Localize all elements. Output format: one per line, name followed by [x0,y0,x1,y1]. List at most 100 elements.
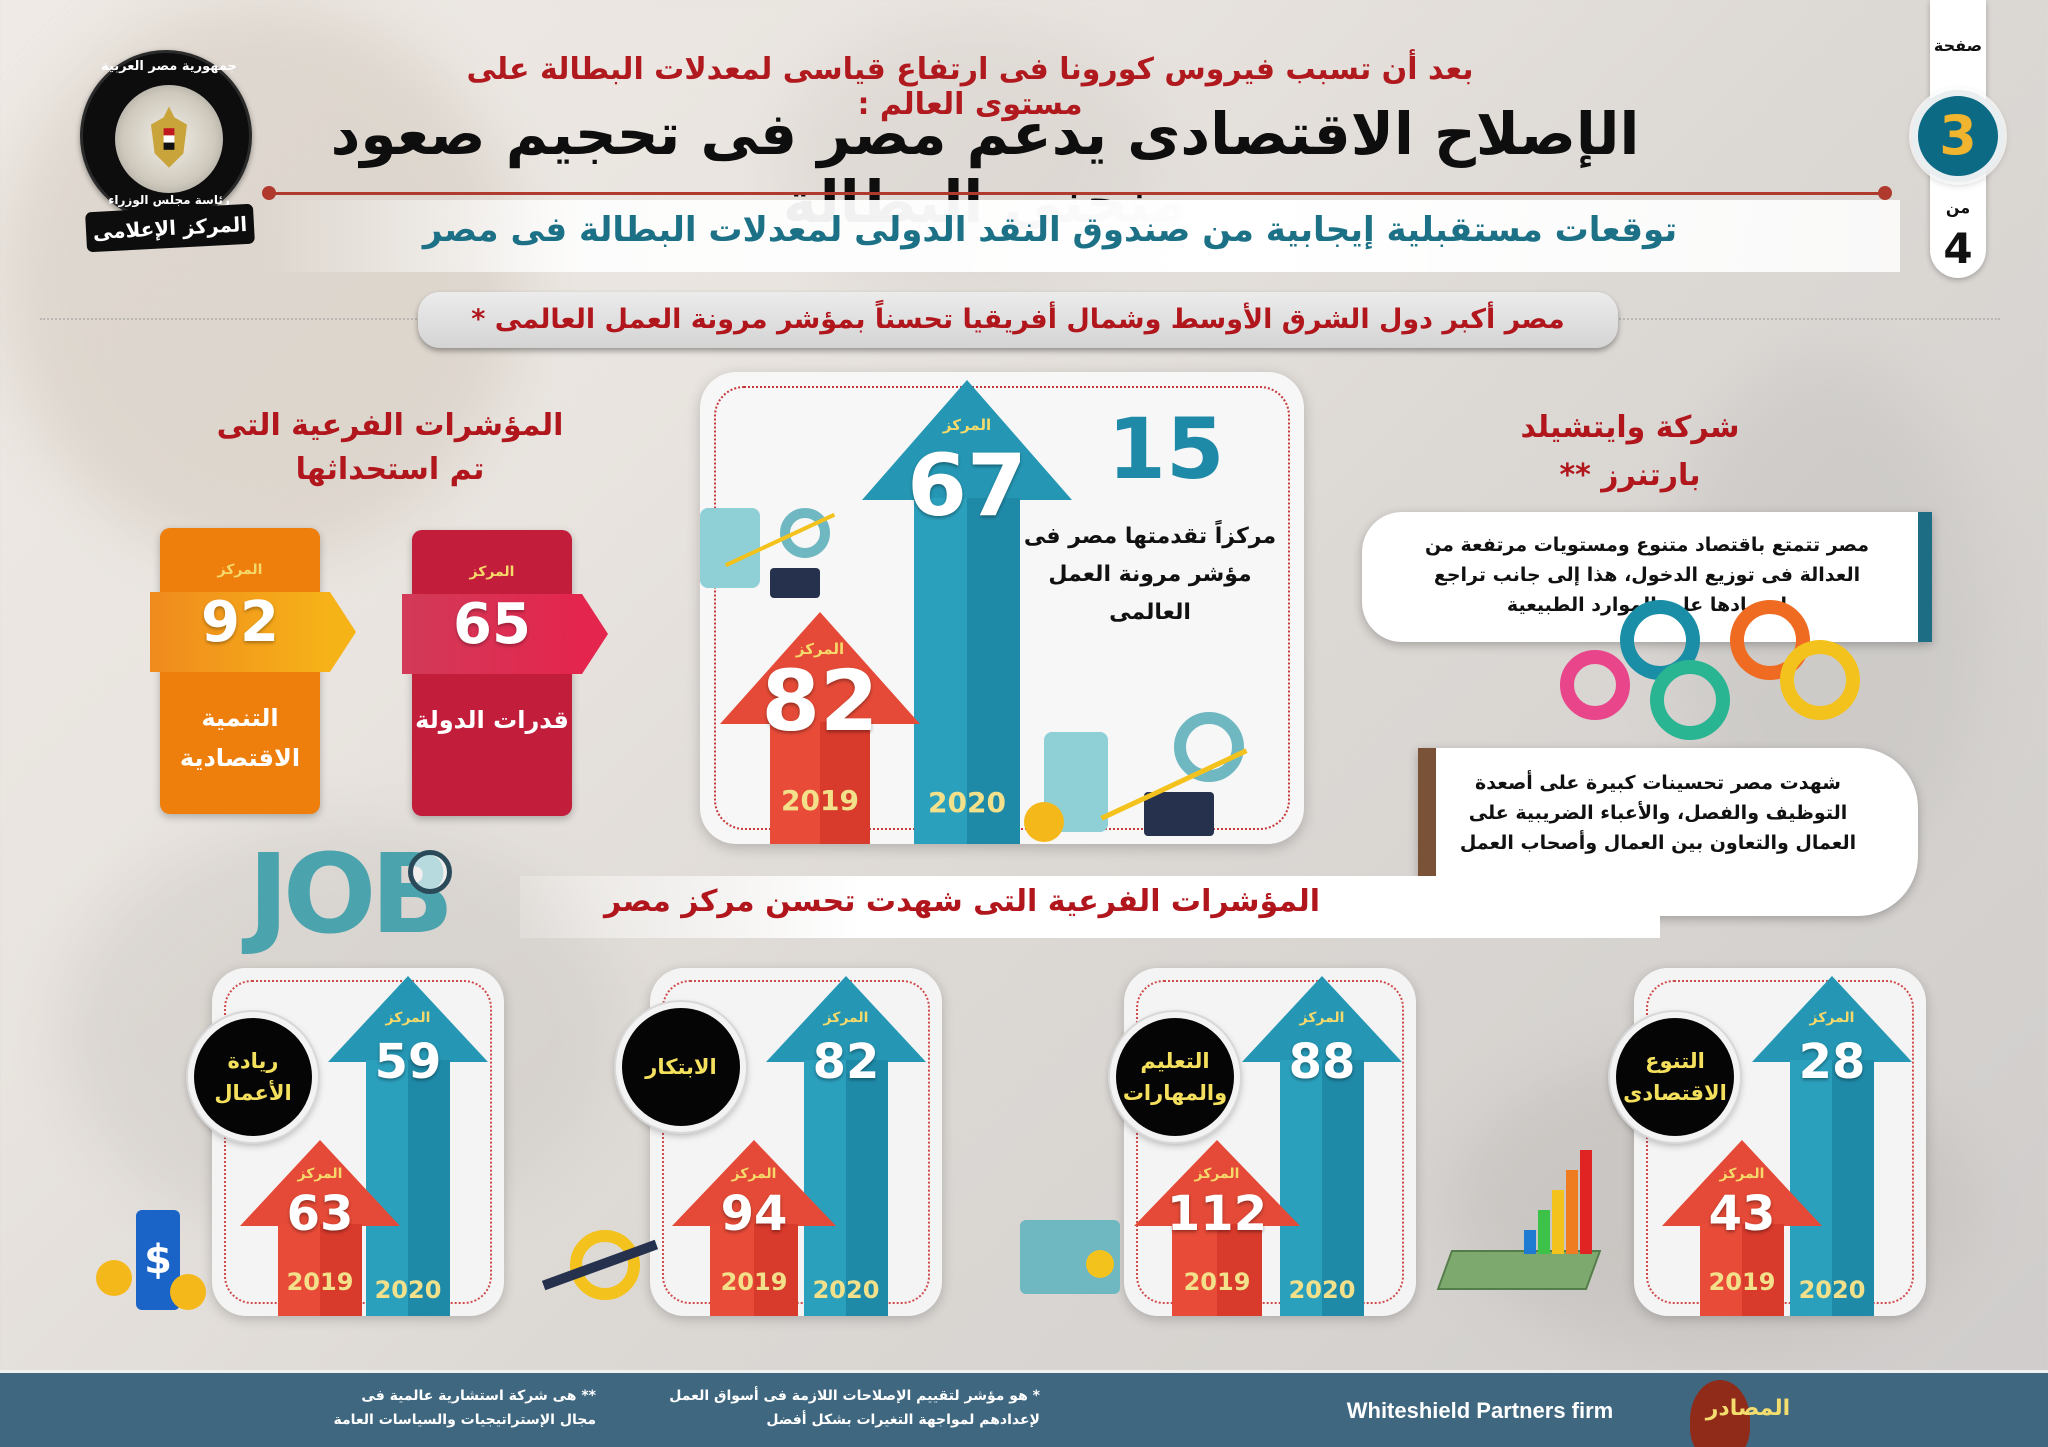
rank-2020-value: 82 [812,1034,880,1090]
rank-2019-arrow: المركز 43 2019 [1662,1140,1822,1316]
arrow-shaft [1700,1224,1784,1316]
rank-value: 92 [201,590,279,655]
logo-top-text: جمهورية مصر العربية [101,59,237,74]
rank-2020-value: 28 [1798,1034,1866,1090]
indicator-card-economic-development: المركز 92 التنمية الاقتصادية [150,528,356,814]
accent-bar [1418,748,1436,916]
card-arrow-band [402,594,582,674]
rank-label: المركز [297,1166,343,1182]
rank-2019-arrow: المركز 94 2019 [672,1140,836,1316]
arrow-up-icon [766,976,926,1062]
rank-2020-arrow: المركز 28 2020 [1752,976,1912,1316]
magnifier-icon [408,850,452,894]
rank-label: المركز [1719,1166,1765,1182]
sources-label: المصادر [1705,1396,1791,1421]
indicator-name-badge: ريادة الأعمال [188,1012,318,1142]
subtitle-band [260,200,1900,272]
rank-2019-arrow: المركز 112 2019 [1134,1140,1300,1316]
note-text: مصر تتمتع باقتصاد متنوع ومستويات مرتفعة … [1424,534,1870,616]
footnote-index: * هو مؤشر لتقييم الإصلاحات اللازمة فى أس… [669,1388,1040,1428]
year-2019: 2019 [781,784,859,817]
indicator-name: قدرات الدولة [415,706,569,734]
teamwork-gears-illustration [1540,600,1870,750]
indicator-card-state-capabilities: المركز 65 قدرات الدولة [402,530,608,816]
arrow-up-icon [240,1140,400,1226]
year-2019: 2019 [286,1268,354,1296]
improvement-count: 15 [1107,400,1225,498]
arrow-up-icon [672,1140,836,1226]
rank-label: المركز [795,640,845,658]
year-2020: 2020 [1798,1276,1866,1304]
year-2020: 2020 [1288,1276,1356,1304]
rank-2020-value: 88 [1288,1034,1356,1090]
sources-badge-shape [1690,1380,1750,1447]
rank-2020-arrow: المركز 88 2020 [1242,976,1402,1316]
improvement-description: مركزاً تقدمتها مصر فى مؤشر مرونة العمل ا… [1023,524,1277,625]
footnote-firm: ** هى شركة استشارية عالمية فى مجال الإست… [333,1388,596,1428]
year-2020: 2020 [812,1276,880,1304]
page-of-label: من [1945,198,1971,217]
business-growth-illustration [1024,712,1284,844]
money-chart-illustration [1436,1140,1602,1310]
rank-label: المركز [1809,1010,1855,1026]
arrow-up-icon [1662,1140,1822,1226]
logo-emblem [115,85,223,193]
background-photo [0,0,520,560]
arrow-shaft [914,498,1020,844]
indicator-name-badge: التعليم والمهارات [1110,1012,1240,1142]
arrow-shaft [770,722,870,844]
year-2020: 2020 [374,1276,442,1304]
year-2019: 2019 [1183,1268,1251,1296]
arrow-right-icon [330,592,356,672]
rank-label: المركز [823,1010,869,1026]
improved-indicators-title: المؤشرات الفرعية التى شهدت تحسن مركز مصر [604,884,1320,919]
page-total: 4 [1943,224,1973,273]
whiteshield-title: شركة وايتشيلد بارتنرز ** [1520,410,1740,493]
indicator-card-innovation: المركز 82 2020 المركز 94 2019 الابتكار [616,968,942,1316]
rank-label: المركز [217,562,263,578]
accent-bar [1918,512,1932,642]
rank-2020-arrow: المركز 82 2020 [766,976,926,1316]
rank-label: المركز [1299,1010,1345,1026]
page-label: صفحة [1933,36,1983,55]
rank-2019-value: 43 [1708,1186,1776,1242]
rank-label: المركز [942,416,992,434]
indicator-card-entrepreneurship: المركز 59 2020 المركز 63 2019 ريادة الأع… [188,968,504,1316]
arrow-up-icon [862,380,1072,500]
job-text: JOB [248,830,454,958]
new-indicators-title: المؤشرات الفرعية التى تم استحداثها [216,408,564,487]
indicator-name-badge: التنوع الاقتصادى [1610,1012,1740,1142]
business-growth-illustration [700,488,860,608]
innovation-illustration [540,1220,670,1320]
year-2019: 2019 [720,1268,788,1296]
labor-flexibility-card: المركز 67 2020 المركز 82 2019 [700,372,1304,844]
logo-bottom-text: رئاسة مجلس الوزراء [108,193,230,207]
rank-2020-value: 67 [907,436,1027,536]
rank-label: المركز [385,1010,431,1026]
rank-2019-value: 94 [720,1186,788,1242]
indicator-name: التنمية الاقتصادية [179,704,301,772]
arrow-up-icon [1242,976,1402,1062]
rank-2019-value: 112 [1166,1186,1268,1242]
rank-2019-arrow: المركز 82 2019 [720,612,920,844]
arrow-shaft [278,1224,362,1316]
rank-2020-value: 59 [374,1034,442,1090]
rank-2019-value: 82 [761,652,879,750]
education-illustration [1010,1200,1140,1310]
cabinet-media-center-logo: جمهورية مصر العربية رئاسة مجلس الوزراء ا… [80,50,260,253]
page-current: 3 [1912,90,2004,182]
job-illustration: JOB [238,820,518,958]
rank-value: 65 [453,592,531,657]
year-2019: 2019 [1708,1268,1776,1296]
rank-2020-arrow: المركز 67 2020 [862,372,1072,844]
currency-illustration: $ [86,1200,226,1320]
rank-2019-arrow: المركز 63 2019 [240,1140,400,1316]
indicator-name-badge: الابتكار [616,1002,746,1132]
logo-ring: جمهورية مصر العربية رئاسة مجلس الوزراء [80,50,252,222]
arrow-shaft [710,1224,798,1316]
indicator-card-education-skills: المركز 88 2020 المركز 112 2019 التعليم و… [1110,968,1416,1316]
page-subtitle: توقعات مستقبلية إيجابية من صندوق النقد ا… [422,210,1678,250]
year-2020: 2020 [928,786,1006,819]
rank-label: المركز [1194,1166,1240,1182]
rank-label: المركز [731,1166,777,1182]
